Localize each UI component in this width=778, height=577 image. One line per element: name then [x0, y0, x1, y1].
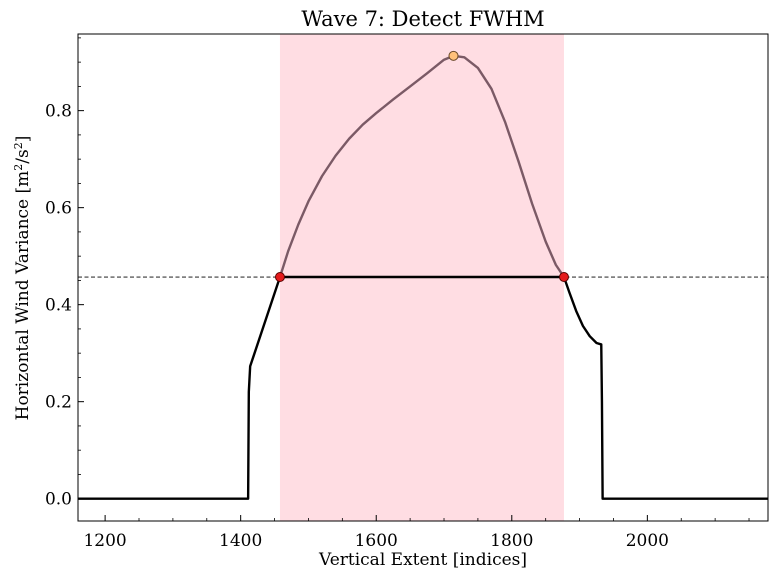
y-axis-label-sup-1: 2: [12, 164, 25, 171]
peak-point: [448, 50, 459, 61]
chart-title: Wave 7: Detect FWHM: [301, 7, 544, 31]
plot-frame: [77, 33, 769, 522]
y-axis-label: Horizontal Wind Variance [m2/s2]: [12, 136, 34, 421]
y-tick-label-2: 0.2: [45, 393, 72, 413]
x-tick-label-3: 1600: [355, 531, 398, 551]
y-axis-label-mid: /s: [13, 149, 33, 163]
points-layer: [274, 50, 569, 283]
x-tick-label-5: 2000: [626, 531, 669, 551]
y-tick-label-5: 0.8: [45, 102, 72, 122]
series-line-2: [278, 54, 565, 278]
series-layer: [78, 54, 768, 500]
x-tick-label-4: 1800: [490, 531, 533, 551]
y-axis-label-main: Horizontal Wind Variance [m: [13, 171, 33, 421]
fwhm-point-2: [558, 272, 569, 283]
y-axis-label-close: ]: [13, 136, 33, 143]
series-line-1: [78, 275, 768, 500]
fwhm-point-1: [274, 272, 285, 283]
y-tick-label-1: 0.0: [45, 490, 72, 510]
y-axis-label-sup-2: 2: [12, 142, 25, 149]
ticks-layer: 1200 1400 1600 1800 2000 0.0 0.2 0.4 0.6 0.8: [45, 37, 750, 551]
axes-layer: [77, 33, 769, 522]
x-tick-label-1: 1200: [83, 531, 126, 551]
y-tick-label-3: 0.4: [45, 296, 72, 316]
x-tick-label-2: 1400: [219, 531, 262, 551]
x-axis-label: Vertical Extent [indices]: [318, 550, 527, 570]
y-tick-label-4: 0.6: [45, 199, 72, 219]
